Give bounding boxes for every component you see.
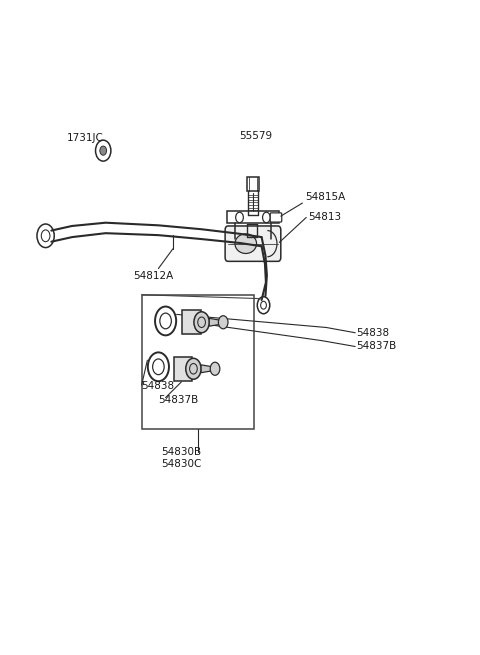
FancyBboxPatch shape — [270, 213, 282, 222]
Text: 1731JC: 1731JC — [67, 132, 104, 143]
Bar — [182, 310, 201, 334]
Bar — [174, 357, 192, 381]
Ellipse shape — [235, 234, 256, 253]
Text: 54815A: 54815A — [305, 191, 345, 202]
Circle shape — [100, 146, 107, 155]
Circle shape — [236, 212, 243, 223]
Text: 54812A: 54812A — [133, 271, 174, 282]
Text: 54838: 54838 — [142, 381, 175, 392]
Text: 54813: 54813 — [309, 212, 342, 223]
Circle shape — [210, 362, 220, 375]
Circle shape — [218, 316, 228, 329]
Text: 54837B: 54837B — [158, 394, 199, 405]
Circle shape — [263, 212, 270, 223]
Bar — [247, 177, 259, 191]
FancyBboxPatch shape — [225, 226, 281, 261]
Circle shape — [186, 358, 201, 379]
Text: 54837B: 54837B — [356, 341, 396, 352]
Polygon shape — [209, 318, 221, 326]
Text: 54830B: 54830B — [161, 447, 202, 457]
Text: 54838: 54838 — [356, 328, 389, 338]
Circle shape — [194, 312, 209, 333]
Polygon shape — [201, 365, 213, 373]
Text: 54830C: 54830C — [161, 458, 202, 469]
Text: 55579: 55579 — [239, 130, 272, 141]
Bar — [227, 211, 279, 223]
Bar — [142, 295, 254, 429]
